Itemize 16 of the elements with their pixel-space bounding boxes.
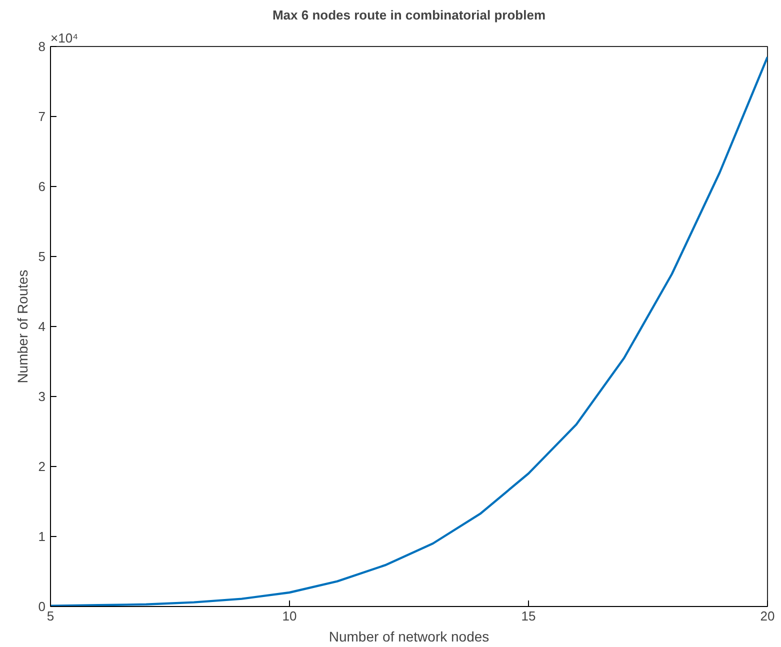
y-tick-label: 5 xyxy=(38,249,46,264)
y-tick-label: 4 xyxy=(38,319,46,334)
y-tick-label: 3 xyxy=(38,389,46,404)
x-tick-label: 20 xyxy=(760,608,775,624)
y-tick-label: 0 xyxy=(38,599,46,614)
y-tick-label: 7 xyxy=(38,109,46,124)
y-axis-title: Number of Routes xyxy=(14,270,30,384)
y-tick-label: 2 xyxy=(38,459,46,474)
x-tick-label: 10 xyxy=(282,608,297,624)
text: ×10⁴ xyxy=(50,30,78,46)
x-tick-label: 15 xyxy=(521,608,536,624)
x-axis-title: Number of network nodes xyxy=(328,628,490,644)
y-tick-label: 6 xyxy=(38,179,46,194)
chart-title: Max 6 nodes route in combinatorial problem xyxy=(272,8,546,22)
y-tick-label: 8 xyxy=(38,39,46,54)
y-tick-label: 1 xyxy=(38,529,46,544)
